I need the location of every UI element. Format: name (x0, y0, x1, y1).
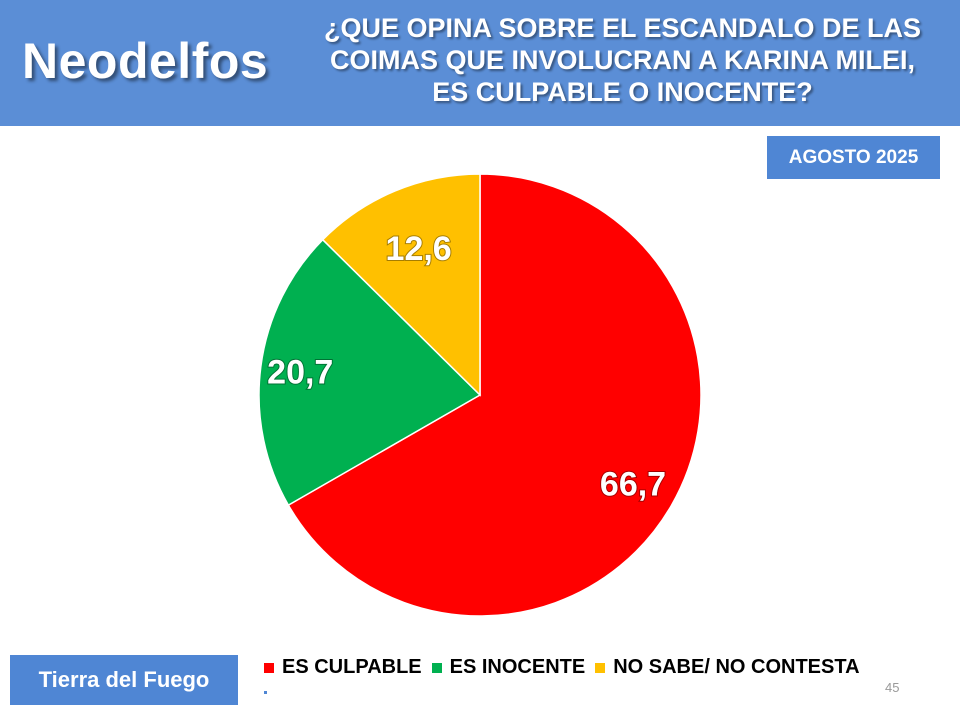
legend-swatch-inocente (431, 662, 442, 673)
decorative-dot (264, 691, 267, 694)
slice-label-inocente: 20,7 (267, 354, 333, 392)
legend-swatch-ns-nc (595, 662, 606, 673)
page-number: 45 (885, 680, 900, 695)
legend-item-ns-nc: NO SABE/ NO CONTESTA (595, 656, 860, 679)
pie-slice-ns-nc (321, 173, 481, 397)
legend-item-inocente: ES INOCENTE (431, 656, 586, 679)
question-line-2: COIMAS QUE INVOLUCRAN A KARINA MILEI, (330, 45, 915, 75)
legend-label-ns-nc: NO SABE/ NO CONTESTA (613, 656, 860, 678)
slice-label-ns-nc: 12,6 (386, 230, 452, 268)
question-line-1: ¿QUE OPINA SOBRE EL ESCANDALO DE LAS (323, 13, 922, 43)
legend-label-culpable: ES CULPABLE (282, 656, 422, 678)
brand-title: Neodelfos (22, 33, 269, 89)
legend-label-inocente: ES INOCENTE (449, 656, 586, 678)
date-badge: AGOSTO 2025 (767, 136, 940, 179)
question-line-3: ES CULPABLE O INOCENTE? (432, 77, 813, 107)
pie-slice-culpable (287, 173, 702, 617)
legend-swatch-culpable (264, 662, 274, 673)
pie-slice-inocente (258, 238, 482, 507)
region-badge: Tierra del Fuego (10, 655, 238, 705)
chart-legend: ES CULPABLE ES INOCENTE NO SABE/ NO CONT… (264, 656, 870, 679)
survey-question: ¿QUE OPINA SOBRE EL ESCANDALO DE LAS COI… (290, 12, 955, 108)
legend-item-culpable: ES CULPABLE (264, 656, 422, 679)
header-bar: Neodelfos ¿QUE OPINA SOBRE EL ESCANDALO … (0, 0, 960, 126)
slice-label-culpable: 66,7 (600, 466, 666, 504)
